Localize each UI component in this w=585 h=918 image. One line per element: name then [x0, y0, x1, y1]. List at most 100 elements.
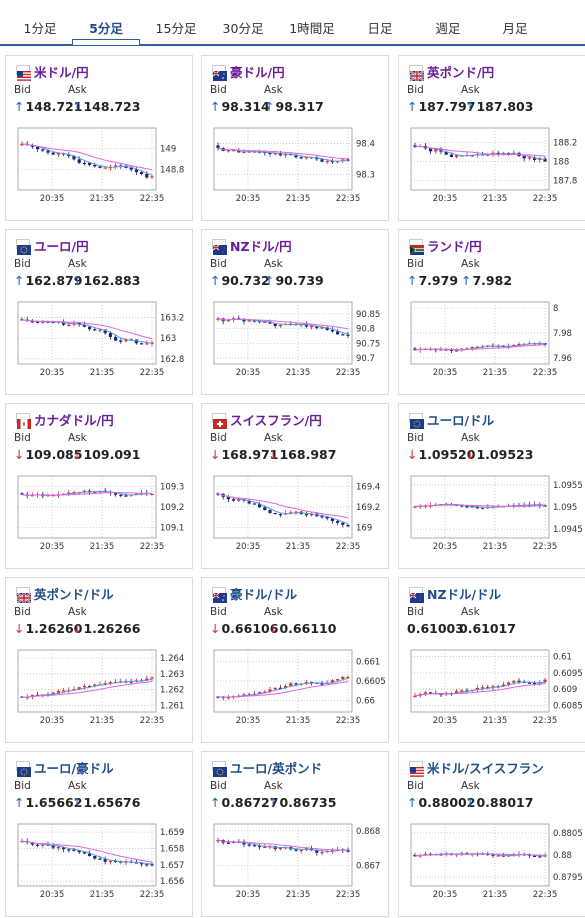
- candle-body: [304, 682, 308, 684]
- price-chart[interactable]: 20:35 21:35 22:35 163.2 163 162.8: [6, 292, 194, 396]
- pair-name[interactable]: カナダドル/円: [34, 413, 114, 428]
- rate-card-usdjpy[interactable]: 米ドル/円 Bid Ask ↑148.721 ↑148.723 20:35 21:35 22:…: [5, 55, 193, 221]
- pair-name[interactable]: ユーロ/ドル: [427, 413, 495, 428]
- price-chart[interactable]: 20:35 21:35 22:35 0.8805 0.88 0.8795: [399, 814, 585, 918]
- candle-body: [46, 495, 50, 497]
- y-tick-label: 0.6095: [553, 669, 583, 679]
- candle-body: [273, 687, 277, 690]
- rate-card-euraud[interactable]: ユーロ/豪ドル Bid Ask ↑1.65662 ↑1.65676 20:35 21:35 2…: [5, 751, 193, 917]
- price-chart[interactable]: 20:35 21:35 22:35 1.264 1.263 1.262 1.261: [6, 640, 194, 744]
- pair-name[interactable]: 豪ドル/ドル: [230, 587, 298, 602]
- long-moving-average-line: [21, 319, 153, 340]
- pair-name[interactable]: ユーロ/英ポンド: [230, 761, 323, 776]
- pair-name[interactable]: NZドル/円: [230, 239, 292, 254]
- y-tick-label: 90.7: [356, 354, 375, 364]
- price-chart[interactable]: 20:35 21:35 22:35 1.659 1.658 1.657 1.656: [6, 814, 194, 918]
- nz-flag-icon: [212, 239, 227, 255]
- bid-value: ↓1.09520: [407, 447, 476, 462]
- pair-name[interactable]: 英ポンド/ドル: [34, 587, 114, 602]
- candle-body: [108, 860, 112, 863]
- candle-body: [455, 155, 459, 157]
- price-chart[interactable]: 20:35 21:35 22:35 0.661 0.6605 0.66: [202, 640, 390, 744]
- rate-card-zarjpy[interactable]: ランド/円 Bid Ask ↑7.979 ↑7.982 20:35 21:35 22:35 8 7…: [398, 229, 585, 395]
- y-tick-label: 1.263: [160, 670, 184, 680]
- price-chart[interactable]: 20:35 21:35 22:35 0.61 0.6095 0.609 0.6085: [399, 640, 585, 744]
- bid-label: Bid: [14, 258, 31, 270]
- candle-body: [114, 493, 118, 495]
- rate-card-audjpy[interactable]: 豪ドル/円 Bid Ask ↑98.314 ↑98.317 20:35 21:35 22:35…: [201, 55, 389, 221]
- x-tick-label: 20:35: [40, 194, 65, 204]
- tab-2[interactable]: 15分足: [155, 21, 197, 36]
- candle-body: [252, 320, 256, 322]
- rate-card-nzdjpy[interactable]: NZドル/円 Bid Ask ↑90.732 ↑90.739 20:35 21:35 22:3…: [201, 229, 389, 395]
- candle-body: [320, 683, 324, 685]
- rate-card-nzdusd[interactable]: NZドル/ドル Bid Ask 0.61003 0.61017 20:35 21:35 22:…: [398, 577, 585, 743]
- tab-3[interactable]: 30分足: [222, 21, 264, 36]
- rate-card-audusd[interactable]: 豪ドル/ドル Bid Ask ↓0.66106 ↓0.66110 20:35 21:35 22…: [201, 577, 389, 743]
- ask-value: ↑0.86735: [268, 795, 337, 810]
- tab-5[interactable]: 日足: [367, 21, 393, 36]
- tab-6[interactable]: 週足: [435, 21, 461, 36]
- bid-value: ↓0.66106: [210, 621, 279, 636]
- rate-card-eurgbp[interactable]: ユーロ/英ポンド Bid Ask ↑0.86727 ↑0.86735 20:35 21:35…: [201, 751, 389, 917]
- candle-body: [299, 324, 303, 326]
- pair-name[interactable]: ユーロ/豪ドル: [34, 761, 114, 776]
- rate-card-cadjpy[interactable]: カナダドル/円 Bid Ask ↓109.085 ↓109.091 20:35 21:35 2…: [5, 403, 193, 569]
- arrow-down-icon: ↓: [210, 621, 221, 636]
- candle-body: [517, 680, 521, 682]
- pair-name[interactable]: 米ドル/円: [34, 65, 89, 80]
- candle-body: [226, 842, 230, 844]
- tab-0[interactable]: 1分足: [23, 21, 57, 36]
- long-moving-average-line: [217, 318, 349, 330]
- price-chart[interactable]: 20:35 21:35 22:35 8 7.98 7.96: [399, 292, 585, 396]
- pair-name[interactable]: NZドル/ドル: [427, 587, 502, 602]
- candle-body: [320, 852, 324, 854]
- pair-name[interactable]: ランド/円: [427, 239, 482, 254]
- candle-body: [455, 691, 459, 694]
- price-chart[interactable]: 20:35 21:35 22:35 109.3 109.2 109.1: [6, 466, 194, 570]
- tab-4[interactable]: 1時間足: [289, 21, 335, 36]
- rate-card-eurusd[interactable]: ユーロ/ドル Bid Ask ↓1.09520 ↓1.09523 20:35 21:35 22…: [398, 403, 585, 569]
- price-chart[interactable]: 20:35 21:35 22:35 90.85 90.8 90.75 90.7: [202, 292, 390, 396]
- candle-body: [423, 692, 427, 695]
- rate-card-gbpusd[interactable]: 英ポンド/ドル Bid Ask ↓1.26260 ↓1.26266 20:35 21:35 2…: [5, 577, 193, 743]
- pair-name[interactable]: ユーロ/円: [34, 239, 89, 254]
- price-chart[interactable]: 20:35 21:35 22:35 0.868 0.867: [202, 814, 390, 918]
- y-tick-label: 8: [553, 304, 558, 314]
- tab-1[interactable]: 5分足: [89, 21, 123, 36]
- price-chart[interactable]: 20:35 21:35 22:35 149 148.8: [6, 118, 194, 222]
- bid-label: Bid: [210, 606, 227, 618]
- candle-body: [67, 324, 71, 326]
- candle-body: [30, 842, 34, 845]
- candle-body: [51, 152, 55, 155]
- y-tick-label: 109.2: [160, 503, 184, 513]
- price-chart[interactable]: 20:35 21:35 22:35 1.0955 1.095 1.0945: [399, 466, 585, 570]
- rate-card-eurjpy[interactable]: ユーロ/円 Bid Ask ↑162.879 ↑162.883 20:35 21:35 22:…: [5, 229, 193, 395]
- pair-name[interactable]: スイスフラン/円: [230, 413, 322, 428]
- candle-body: [77, 850, 81, 853]
- candle-body: [56, 847, 60, 849]
- candle-body: [150, 864, 154, 866]
- candle-body: [336, 331, 340, 335]
- candle-body: [134, 862, 138, 864]
- candle-body: [41, 844, 45, 846]
- tab-7[interactable]: 月足: [502, 21, 528, 36]
- candle-body: [216, 318, 220, 320]
- candle-body: [481, 507, 485, 510]
- price-chart[interactable]: 20:35 21:35 22:35 98.4 98.3: [202, 118, 390, 222]
- price-chart[interactable]: 20:35 21:35 22:35 188.2 188 187.8: [399, 118, 585, 222]
- pair-name[interactable]: 英ポンド/円: [427, 65, 495, 80]
- pair-name[interactable]: 米ドル/スイスフラン: [427, 761, 544, 776]
- candle-body: [501, 684, 505, 687]
- candle-body: [460, 505, 464, 507]
- long-moving-average-line: [21, 492, 153, 496]
- rate-card-chfjpy[interactable]: スイスフラン/円 Bid Ask ↓168.971 ↓168.987 20:35 21:35…: [201, 403, 389, 569]
- ask-label: Ask: [68, 84, 87, 96]
- y-tick-label: 187.8: [553, 176, 577, 186]
- price-chart[interactable]: 20:35 21:35 22:35 169.4 169.2 169: [202, 466, 390, 570]
- arrow-up-icon: ↑: [14, 99, 25, 114]
- rate-card-gbpjpy[interactable]: 英ポンド/円 Bid Ask ↑187.797 ↑187.803 20:35 21:35 22…: [398, 55, 585, 221]
- rate-card-usdchf[interactable]: 米ドル/スイスフラン Bid Ask ↑0.88002 ↑0.88017 20:35 21:…: [398, 751, 585, 917]
- chart-frame: [17, 823, 157, 887]
- pair-name[interactable]: 豪ドル/円: [230, 65, 285, 80]
